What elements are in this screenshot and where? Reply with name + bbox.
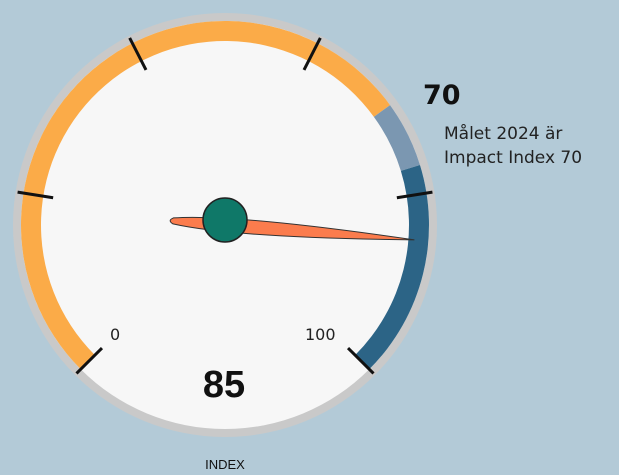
gauge-tick-1 [17,190,54,200]
max-tick-label: 100 [305,325,336,344]
target-note: Målet 2024 är Impact Index 70 [444,124,583,168]
gauge-value: 85 [202,364,246,406]
gauge-hub [202,197,248,243]
gauge-label: INDEX [205,457,245,472]
gauge-band-2 [355,165,429,370]
gauge-band-0 [20,20,391,370]
gauge-tick-2 [128,37,148,71]
min-tick-label: 0 [110,325,120,344]
target-value: 70 [423,80,461,111]
gauge-tick-4 [396,190,433,200]
gauge-tick-3 [302,37,322,71]
gauge-tick-5 [346,346,375,375]
gauge-band-1 [373,105,420,171]
gauge-tick-0 [75,346,104,375]
